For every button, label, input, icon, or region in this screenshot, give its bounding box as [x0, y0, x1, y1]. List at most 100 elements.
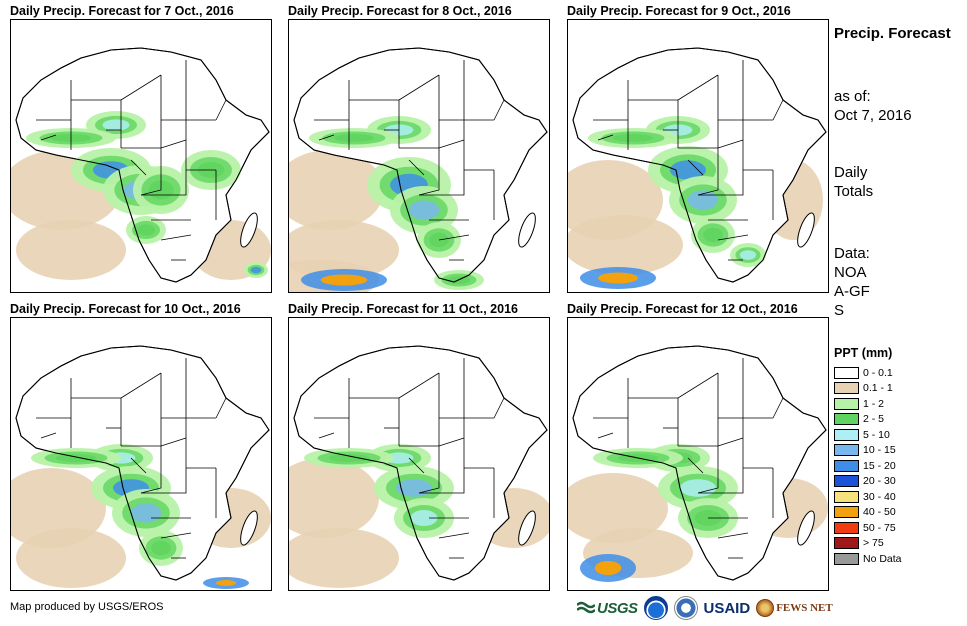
legend-swatch: [834, 490, 859, 503]
country-border: [418, 148, 440, 196]
legend-item: 5 - 10: [834, 427, 902, 443]
usgs-logo: USGS: [577, 600, 638, 617]
country-border: [418, 446, 440, 494]
forecast-map: [567, 19, 829, 293]
legend-swatch: [834, 537, 859, 550]
rain-core: [151, 540, 171, 556]
wave-icon: [577, 601, 595, 614]
dry-area: [16, 528, 126, 588]
country-border: [140, 148, 162, 196]
forecast-map: [288, 317, 550, 591]
country-border: [772, 99, 784, 121]
logo-strip: USGS USAID FEWS NET: [577, 595, 833, 621]
country-border: [130, 159, 147, 176]
country-border: [120, 372, 162, 399]
legend-item: > 75: [834, 536, 902, 552]
country-border: [687, 159, 704, 176]
legend-swatch: [834, 397, 859, 410]
map-panel-oct-10: Daily Precip. Forecast for 10 Oct., 2016: [10, 302, 272, 591]
as-of-label: as of:: [834, 88, 871, 105]
country-border: [597, 432, 614, 439]
ocean-rain-core: [320, 274, 368, 286]
map-panel-oct-9: Daily Precip. Forecast for 9 Oct., 2016: [567, 4, 829, 293]
country-border: [130, 457, 147, 474]
legend: 0 - 0.1 0.1 - 1 1 - 2 2 - 5 5 - 10 10 - 15 15 …: [834, 365, 902, 567]
africa-map: [289, 47, 548, 292]
legend-label: 10 - 15: [863, 444, 896, 457]
legend-swatch: [834, 413, 859, 426]
country-border: [677, 372, 719, 399]
country-border: [40, 432, 57, 439]
country-border: [717, 532, 749, 539]
country-border: [717, 234, 749, 241]
legend-label: 20 - 30: [863, 475, 896, 488]
coastline: [572, 47, 827, 283]
country-border: [160, 234, 192, 241]
coastline: [293, 345, 548, 581]
rain-core: [102, 119, 130, 131]
country-border: [160, 532, 192, 539]
country-border: [408, 159, 425, 176]
africa-map: [568, 345, 828, 582]
country-border: [493, 397, 505, 419]
rain-core: [333, 134, 375, 142]
country-border: [772, 397, 784, 419]
forecast-map: [10, 317, 272, 591]
legend-swatch: [834, 444, 859, 457]
dry-area: [568, 215, 683, 275]
ocean-rain-core: [594, 561, 622, 575]
coastline: [15, 345, 270, 581]
data-source: NOAA-GFS: [834, 264, 870, 319]
dry-area: [289, 150, 384, 230]
legend-label: 30 - 40: [863, 490, 896, 503]
country-border: [419, 170, 465, 196]
legend-label: 0.1 - 1: [863, 382, 893, 395]
as-of-date: Oct 7, 2016: [834, 107, 912, 124]
map-panel-oct-12: Daily Precip. Forecast for 12 Oct., 2016: [567, 302, 829, 591]
country-border: [398, 372, 440, 399]
rain-core: [328, 454, 370, 462]
rain-core: [410, 510, 438, 526]
panel-title: Daily Precip. Forecast for 11 Oct., 2016: [288, 302, 518, 316]
credit-text: Map produced by USGS/EROS: [10, 601, 164, 613]
rain-core: [703, 227, 723, 243]
totals-label: Daily Totals: [834, 164, 874, 200]
country-border: [141, 170, 187, 196]
country-border: [698, 170, 744, 196]
rain-core: [687, 190, 719, 210]
coastline: [15, 47, 270, 283]
fews-net-logo: FEWS NET: [756, 599, 833, 617]
globe-icon: [756, 599, 775, 617]
legend-item: 40 - 50: [834, 505, 902, 521]
panel-title: Daily Precip. Forecast for 8 Oct., 2016: [288, 4, 512, 18]
legend-item: 1 - 2: [834, 396, 902, 412]
legend-item: No Data: [834, 551, 902, 567]
africa-map: [11, 345, 271, 589]
africa-map: [568, 47, 827, 289]
panel-title: Daily Precip. Forecast for 9 Oct., 2016: [567, 4, 791, 18]
map-panel-oct-7: Daily Precip. Forecast for 7 Oct., 2016: [10, 4, 272, 293]
coastline: [293, 47, 548, 283]
rain-core: [670, 160, 706, 180]
legend-label: > 75: [863, 537, 884, 550]
country-border: [677, 74, 719, 101]
dry-area: [289, 458, 379, 538]
legend-item: 30 - 40: [834, 489, 902, 505]
rain-core: [250, 266, 262, 274]
country-border: [398, 74, 440, 101]
rain-core: [739, 250, 757, 260]
africa-map: [11, 47, 271, 283]
rain-core: [55, 454, 97, 462]
forecast-map: [567, 317, 829, 591]
country-border: [318, 432, 335, 439]
country-border: [697, 446, 719, 494]
legend-label: 1 - 2: [863, 397, 885, 410]
map-panel-oct-11: Daily Precip. Forecast for 11 Oct., 2016: [288, 302, 550, 591]
dry-area: [11, 468, 106, 548]
madagascar-outline: [240, 212, 258, 248]
country-border: [438, 234, 470, 241]
rain-core: [130, 503, 162, 523]
country-border: [215, 397, 227, 419]
legend-label: 15 - 20: [863, 459, 896, 472]
panel-title: Daily Precip. Forecast for 10 Oct., 2016: [10, 302, 241, 316]
